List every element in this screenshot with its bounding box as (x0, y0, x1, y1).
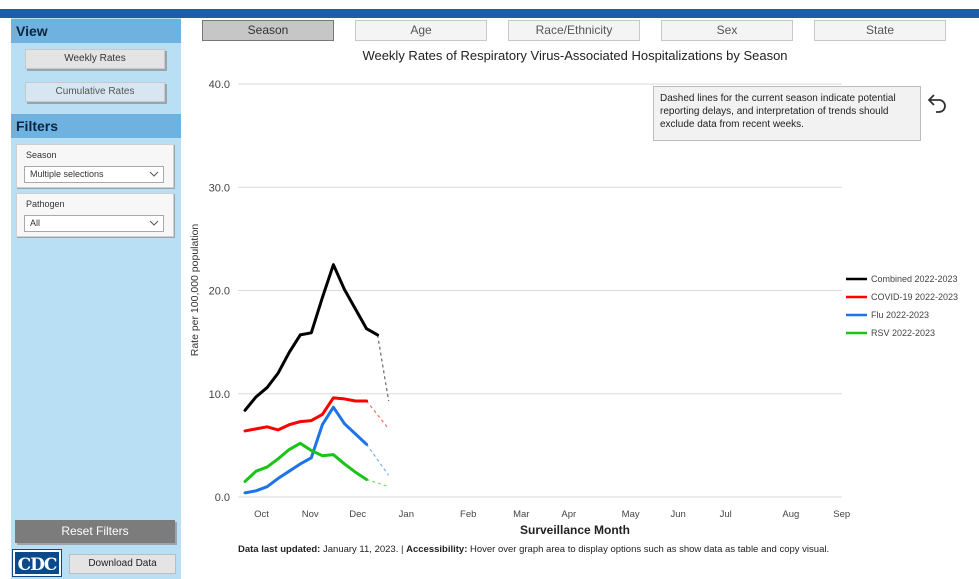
season-filter-label: Season (26, 150, 57, 160)
x-tick-label: Oct (254, 509, 269, 520)
x-tick-label: Jan (399, 509, 414, 520)
season-dropdown-value: Multiple selections (30, 169, 104, 179)
cumulative-rates-button[interactable]: Cumulative Rates (25, 82, 165, 102)
x-tick-label: Dec (349, 509, 366, 520)
x-tick-label: May (622, 509, 640, 520)
y-tick-label: 30.0 (209, 182, 230, 194)
chart-title: Weekly Rates of Respiratory Virus-Associ… (362, 48, 788, 63)
legend-label: RSV 2022-2023 (871, 328, 935, 338)
tab-state[interactable]: State (814, 20, 946, 41)
pathogen-dropdown-value: All (30, 218, 41, 228)
top-banner (0, 9, 979, 18)
x-tick-label: Nov (302, 509, 319, 520)
view-heading: View (11, 19, 181, 43)
tab-season[interactable]: Season (202, 20, 334, 41)
series-dashed-line (366, 400, 390, 430)
reporting-delay-note: Dashed lines for the current season indi… (653, 86, 921, 141)
y-axis-title: Rate per 100,000 population (189, 224, 201, 357)
updated-label: Data last updated: (238, 544, 321, 555)
x-tick-label: Apr (561, 509, 576, 520)
series-line (243, 263, 380, 412)
tab-race-ethnicity[interactable]: Race/Ethnicity (508, 20, 640, 41)
y-tick-label: 10.0 (209, 389, 230, 401)
accessibility-text: Hover over graph area to display options… (467, 544, 830, 555)
series-line (243, 441, 369, 484)
x-tick-label: Feb (460, 509, 476, 520)
x-tick-label: Jun (670, 509, 685, 520)
footer: Data last updated: January 11, 2023. | A… (238, 544, 829, 555)
legend-label: Combined 2022-2023 (871, 274, 958, 284)
chevron-down-icon (149, 220, 159, 226)
series-dashed-line (366, 478, 389, 488)
legend-label: COVID-19 2022-2023 (871, 292, 958, 302)
reset-filters-button[interactable]: Reset Filters (15, 520, 175, 543)
season-dropdown[interactable]: Multiple selections (24, 166, 164, 183)
series-dashed-line (377, 334, 390, 402)
cdc-logo: CDC (12, 549, 62, 577)
x-tick-label: Aug (782, 509, 799, 520)
series-line (243, 396, 369, 433)
pathogen-dropdown[interactable]: All (24, 215, 164, 232)
season-filter: Season Multiple selections (16, 144, 174, 188)
y-tick-label: 20.0 (209, 286, 230, 298)
filters-heading: Filters (11, 114, 181, 138)
y-tick-label: 0.0 (215, 492, 230, 504)
legend-label: Flu 2022-2023 (871, 310, 929, 320)
pathogen-filter: Pathogen All (16, 193, 174, 237)
x-tick-label: Jul (720, 509, 732, 520)
tab-age[interactable]: Age (355, 20, 487, 41)
y-tick-label: 40.0 (209, 79, 230, 91)
series-line (243, 405, 369, 495)
download-data-button[interactable]: Download Data (69, 554, 176, 574)
weekly-rates-button[interactable]: Weekly Rates (25, 49, 165, 69)
undo-icon[interactable] (926, 90, 950, 114)
x-tick-label: Mar (513, 509, 529, 520)
tab-sex[interactable]: Sex (661, 20, 793, 41)
accessibility-label: Accessibility: (406, 544, 468, 555)
updated-value: January 11, 2023. | (320, 544, 407, 555)
x-axis-title: Surveillance Month (520, 523, 630, 537)
pathogen-filter-label: Pathogen (26, 199, 65, 209)
sidebar: View Weekly Rates Cumulative Rates Filte… (11, 18, 181, 579)
chevron-down-icon (149, 171, 159, 177)
x-tick-label: Sep (833, 509, 850, 520)
series-dashed-line (366, 443, 390, 476)
